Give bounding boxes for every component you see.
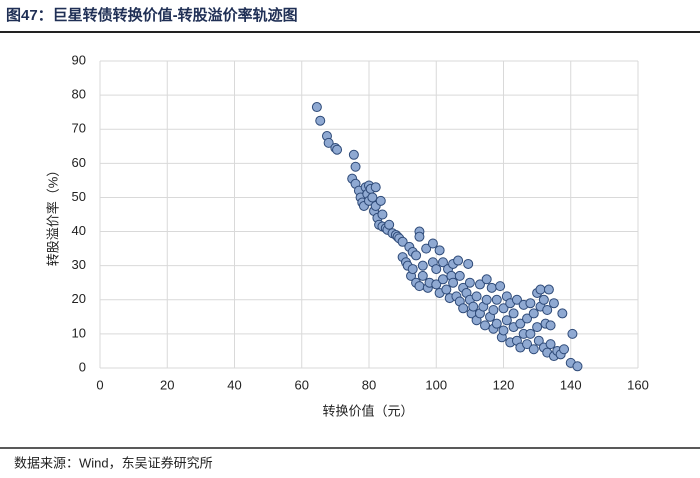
point: [427, 238, 438, 249]
point: [311, 102, 322, 113]
point: [491, 294, 502, 305]
y-tick-label: 80: [72, 87, 86, 102]
y-tick-label: 40: [72, 223, 86, 238]
point: [501, 315, 512, 326]
point: [522, 339, 533, 350]
x-axis-label: 转换价值（元）: [322, 403, 413, 418]
point: [498, 303, 509, 314]
point: [431, 264, 442, 275]
point: [437, 274, 448, 285]
x-tick-label: 60: [295, 377, 309, 392]
point: [522, 313, 533, 324]
point: [417, 260, 428, 271]
point: [468, 301, 479, 312]
point: [431, 279, 442, 290]
point: [528, 344, 539, 355]
point: [464, 277, 475, 288]
point: [511, 294, 522, 305]
point: [532, 322, 543, 333]
point: [315, 115, 326, 126]
y-tick-label: 20: [72, 291, 86, 306]
x-tick-label: 80: [362, 377, 376, 392]
point: [454, 270, 465, 281]
point: [414, 281, 425, 292]
point: [548, 298, 559, 309]
point: [557, 308, 568, 319]
point: [538, 294, 549, 305]
x-tick-label: 0: [96, 377, 103, 392]
point: [481, 274, 492, 285]
point: [397, 236, 408, 247]
point: [377, 209, 388, 220]
point: [453, 255, 464, 266]
point: [542, 305, 553, 316]
point: [481, 294, 492, 305]
point: [543, 284, 554, 295]
point: [545, 339, 556, 350]
point: [421, 243, 432, 254]
point: [384, 219, 395, 230]
point: [434, 245, 445, 256]
point: [414, 231, 425, 242]
point: [348, 149, 359, 160]
point: [528, 308, 539, 319]
y-axis-label: 转股溢价率（%）: [45, 164, 60, 267]
x-tick-label: 140: [560, 377, 582, 392]
x-tick-label: 100: [425, 377, 447, 392]
point: [567, 328, 578, 339]
point: [533, 335, 544, 346]
point: [463, 258, 474, 269]
point: [559, 344, 570, 355]
point: [417, 270, 428, 281]
point: [545, 320, 556, 331]
point: [486, 282, 497, 293]
point: [370, 182, 381, 193]
point: [471, 291, 482, 302]
y-tick-label: 0: [79, 359, 86, 374]
point: [332, 144, 343, 155]
point: [495, 281, 506, 292]
source-note: 数据来源：Wind，东吴证券研究所: [14, 455, 213, 470]
point: [572, 361, 583, 372]
point: [375, 195, 386, 206]
x-tick-label: 160: [627, 377, 649, 392]
point: [480, 320, 491, 331]
point: [437, 257, 448, 268]
point: [407, 264, 418, 275]
chart-title: 图47：巨星转债转换价值-转股溢价率轨迹图: [6, 6, 298, 24]
point: [515, 318, 526, 329]
y-tick-label: 60: [72, 155, 86, 170]
point: [525, 298, 536, 309]
point: [411, 250, 422, 261]
x-tick-label: 40: [227, 377, 241, 392]
point: [474, 279, 485, 290]
y-tick-label: 90: [72, 52, 86, 67]
point: [525, 328, 536, 339]
point: [350, 161, 361, 172]
point: [458, 303, 469, 314]
y-tick-label: 50: [72, 189, 86, 204]
x-tick-label: 20: [160, 377, 174, 392]
point: [441, 284, 452, 295]
point: [488, 305, 499, 316]
point: [323, 137, 334, 148]
y-tick-label: 70: [72, 121, 86, 136]
point: [498, 325, 509, 336]
y-tick-label: 30: [72, 257, 86, 272]
point: [491, 318, 502, 329]
point: [367, 192, 378, 203]
y-tick-label: 10: [72, 325, 86, 340]
point: [508, 308, 519, 319]
x-tick-label: 120: [493, 377, 515, 392]
point: [535, 284, 546, 295]
point: [448, 277, 459, 288]
